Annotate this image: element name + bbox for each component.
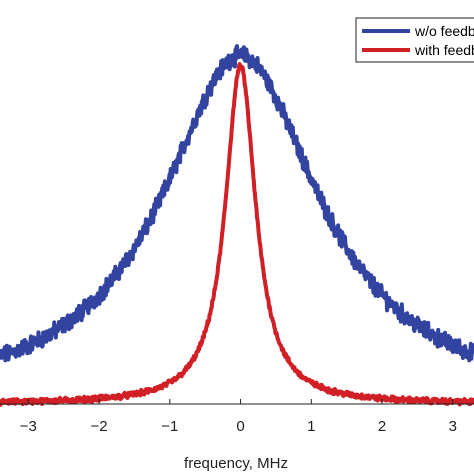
x-ticks: −3 −2 −1 0 1 2 3 [20, 399, 457, 435]
x-tick-label: 2 [378, 418, 386, 435]
x-tick-label: 3 [449, 418, 457, 435]
series-line-with-feedback [0, 62, 474, 407]
series-layer [0, 44, 474, 407]
x-tick-label: −1 [161, 418, 178, 435]
legend-label: with feedback [414, 42, 474, 58]
legend: w/o feedback with feedback [355, 17, 474, 63]
x-axis-title: frequency, MHz [184, 455, 288, 472]
x-tick-label: 0 [236, 418, 244, 435]
legend-label: w/o feedback [414, 23, 474, 39]
x-tick-label: −2 [90, 418, 107, 435]
legend-box [355, 17, 474, 63]
x-tick-label: 1 [307, 418, 315, 435]
x-tick-label: −3 [20, 418, 37, 435]
series-line-without-feedback [0, 44, 474, 363]
